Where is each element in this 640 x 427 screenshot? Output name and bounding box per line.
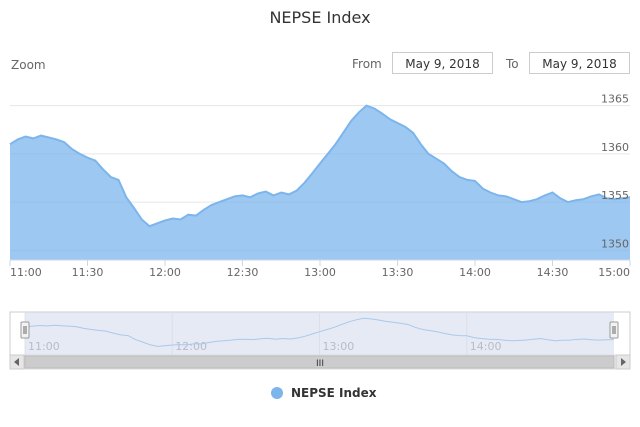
zoom-label: Zoom xyxy=(11,58,46,72)
x-tick-label: 12:30 xyxy=(227,266,259,279)
chevron-right-icon xyxy=(621,358,626,366)
navigator-right-handle[interactable] xyxy=(609,321,619,339)
x-tick-label: 14:30 xyxy=(537,266,569,279)
x-tick-label: 13:00 xyxy=(304,266,336,279)
y-tick-label: 1365 xyxy=(601,93,629,106)
navigator-left-handle[interactable] xyxy=(20,321,30,339)
y-tick-label: 1355 xyxy=(601,189,629,202)
navigator-selection[interactable] xyxy=(25,312,614,356)
y-tick-label: 1360 xyxy=(601,141,629,154)
x-tick-label: 11:00 xyxy=(10,266,42,279)
to-label: To xyxy=(506,57,519,71)
chart-title: NEPSE Index xyxy=(269,8,371,27)
scrollbar-grip: III xyxy=(316,359,324,369)
x-tick-label: 13:30 xyxy=(382,266,414,279)
x-tick-label: 15:00 xyxy=(598,266,630,279)
legend-item[interactable]: NEPSE Index xyxy=(271,386,377,400)
plot-area[interactable] xyxy=(9,104,631,260)
x-axis: 11:00 11:30 12:00 12:30 13:00 13:30 14:00 14:30… xyxy=(9,259,631,279)
legend-marker-icon xyxy=(271,387,283,399)
y-tick-label: 1350 xyxy=(601,237,629,250)
legend-label: NEPSE Index xyxy=(291,386,377,400)
y-axis: 1350 1355 1360 1365 xyxy=(601,93,629,251)
scrollbar[interactable]: III xyxy=(9,354,631,370)
from-date-input[interactable]: May 9, 2018 xyxy=(392,52,493,74)
series-area[interactable] xyxy=(10,105,630,260)
scrollbar-thumb[interactable] xyxy=(24,355,615,369)
x-tick-label: 11:30 xyxy=(72,266,104,279)
x-tick-label: 14:00 xyxy=(459,266,491,279)
series-line[interactable] xyxy=(9,104,631,228)
from-label: From xyxy=(352,57,382,71)
x-tick-label: 12:00 xyxy=(149,266,181,279)
to-date-input[interactable]: May 9, 2018 xyxy=(529,52,630,74)
chevron-left-icon xyxy=(14,358,19,366)
